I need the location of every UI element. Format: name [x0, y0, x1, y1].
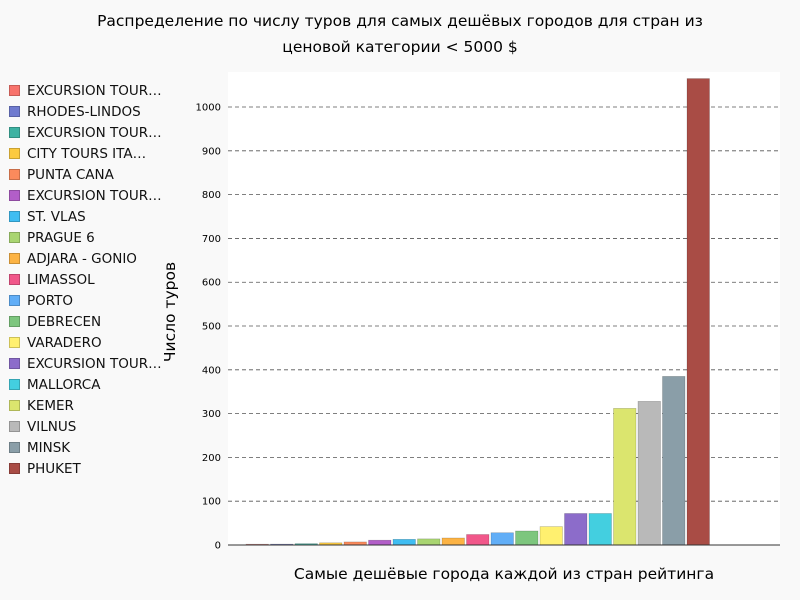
- legend-label: LIMASSOL: [27, 271, 95, 288]
- legend-label: RHODES-LINDOS: [27, 103, 141, 120]
- legend-label: CITY TOURS ITA…: [27, 145, 147, 162]
- bar: [686, 78, 710, 546]
- bar: [515, 530, 539, 546]
- legend-item: RHODES-LINDOS: [9, 101, 184, 122]
- legend-item: LIMASSOL: [9, 269, 184, 290]
- legend-label: EXCURSION TOUR…: [27, 355, 162, 372]
- bar: [637, 401, 661, 546]
- legend-label: PHUKET: [27, 460, 81, 477]
- legend-label: VILNUS: [27, 418, 77, 435]
- legend-swatch: [9, 379, 20, 390]
- bar: [466, 534, 490, 546]
- legend-item: DEBRECEN: [9, 311, 184, 332]
- legend-swatch: [9, 316, 20, 327]
- x-axis-label: Самые дешёвые города каждой из стран рей…: [293, 565, 715, 583]
- y-tick-label: 1000: [196, 103, 221, 114]
- bar: [564, 513, 588, 546]
- legend-item: PORTO: [9, 290, 184, 311]
- bar: [662, 376, 686, 546]
- legend-swatch: [9, 106, 20, 117]
- legend-swatch: [9, 211, 20, 222]
- legend-item: MALLORCA: [9, 374, 184, 395]
- legend-label: MALLORCA: [27, 376, 101, 393]
- legend-swatch: [9, 127, 20, 138]
- legend-label: DEBRECEN: [27, 313, 102, 330]
- y-tick-label: 500: [202, 322, 221, 333]
- bar: [588, 513, 612, 546]
- legend-item: ST. VLAS: [9, 206, 184, 227]
- legend-label: MINSK: [27, 439, 71, 456]
- legend-swatch: [9, 421, 20, 432]
- legend-label: PRAGUE 6: [27, 229, 95, 246]
- legend-label: VARADERO: [27, 334, 102, 351]
- chart-title: Распределение по числу туров для самых д…: [0, 8, 800, 60]
- legend-swatch: [9, 274, 20, 285]
- legend-label: ST. VLAS: [27, 208, 86, 225]
- legend-item: VILNUS: [9, 416, 184, 437]
- legend-item: CITY TOURS ITA…: [9, 143, 184, 164]
- chart-title-line-1: Распределение по числу туров для самых д…: [97, 12, 703, 30]
- bar: [613, 408, 637, 546]
- legend-item: PUNTA CANA: [9, 164, 184, 185]
- legend-item: ADJARA - GONIO: [9, 248, 184, 269]
- y-tick-label: 700: [202, 234, 221, 245]
- y-tick-label: 600: [202, 278, 221, 289]
- y-axis-label: Число туров: [161, 261, 179, 363]
- legend-item: VARADERO: [9, 332, 184, 353]
- legend-swatch: [9, 253, 20, 264]
- legend-swatch: [9, 190, 20, 201]
- bar: [368, 539, 392, 546]
- y-tick-label: 900: [202, 146, 221, 157]
- legend-item: EXCURSION TOUR…: [9, 122, 184, 143]
- legend-label: PORTO: [27, 292, 74, 309]
- legend-label: EXCURSION TOUR…: [27, 187, 162, 204]
- legend-item: PRAGUE 6: [9, 227, 184, 248]
- legend-swatch: [9, 337, 20, 348]
- legend-label: EXCURSION TOUR…: [27, 82, 162, 99]
- legend-swatch: [9, 232, 20, 243]
- bar: [490, 532, 514, 546]
- legend-item: EXCURSION TOUR…: [9, 185, 184, 206]
- bar: [539, 526, 563, 546]
- legend-swatch: [9, 85, 20, 96]
- legend-item: EXCURSION TOUR…: [9, 80, 184, 101]
- legend-label: KEMER: [27, 397, 74, 414]
- legend-item: PHUKET: [9, 458, 184, 479]
- legend-label: EXCURSION TOUR…: [27, 124, 162, 141]
- legend-item: EXCURSION TOUR…: [9, 353, 184, 374]
- bar: [392, 539, 416, 546]
- y-tick-label: 400: [202, 365, 221, 376]
- y-tick-label: 0: [215, 541, 221, 552]
- legend-label: ADJARA - GONIO: [27, 250, 137, 267]
- bar: [417, 538, 441, 546]
- legend-swatch: [9, 295, 20, 306]
- y-tick-label: 300: [202, 409, 221, 420]
- y-tick-label: 800: [202, 190, 221, 201]
- legend-swatch: [9, 358, 20, 369]
- legend-swatch: [9, 400, 20, 411]
- chart-title-line-2: ценовой категории < 5000 $: [282, 38, 518, 56]
- legend-swatch: [9, 169, 20, 180]
- legend-swatch: [9, 148, 20, 159]
- legend-swatch: [9, 442, 20, 453]
- legend-label: PUNTA CANA: [27, 166, 114, 183]
- chart-legend: EXCURSION TOUR… RHODES-LINDOS EXCURSION TO…: [9, 80, 184, 479]
- legend-swatch: [9, 463, 20, 474]
- legend-item: KEMER: [9, 395, 184, 416]
- legend-item: MINSK: [9, 437, 184, 458]
- y-tick-label: 200: [202, 453, 221, 464]
- y-tick-label: 100: [202, 497, 221, 508]
- bar: [441, 537, 465, 546]
